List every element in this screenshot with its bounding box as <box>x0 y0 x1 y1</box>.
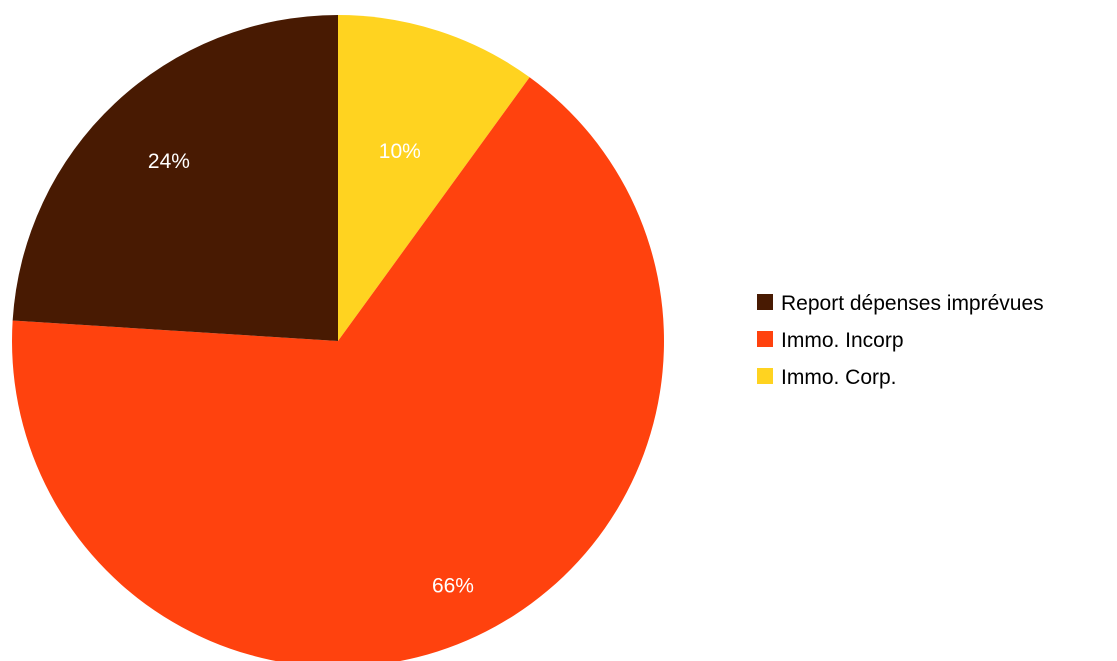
pie-data-label: 24% <box>148 150 190 173</box>
legend-label: Report dépenses imprévues <box>781 292 1044 315</box>
legend-swatch <box>757 368 773 384</box>
legend-label: Immo. Corp. <box>781 366 897 389</box>
legend-item: Immo. Incorp <box>757 329 904 352</box>
legend-swatch <box>757 294 773 310</box>
pie-data-label: 10% <box>379 140 421 163</box>
pie-data-labels: 10% 66% 24% <box>148 140 474 598</box>
pie-data-label: 66% <box>432 574 474 597</box>
legend-label: Immo. Incorp <box>781 329 904 352</box>
legend: Report dépenses imprévues Immo. Incorp Imm… <box>757 292 1044 389</box>
pie-slices <box>12 15 664 661</box>
legend-item: Report dépenses imprévues <box>757 292 1044 315</box>
legend-swatch <box>757 331 773 347</box>
pie-slice-immo-incorp <box>12 77 664 661</box>
legend-item: Immo. Corp. <box>757 366 897 389</box>
pie-slice-report-d-penses-impr-vues <box>12 15 339 341</box>
pie-slice-immo-corp <box>338 15 530 341</box>
